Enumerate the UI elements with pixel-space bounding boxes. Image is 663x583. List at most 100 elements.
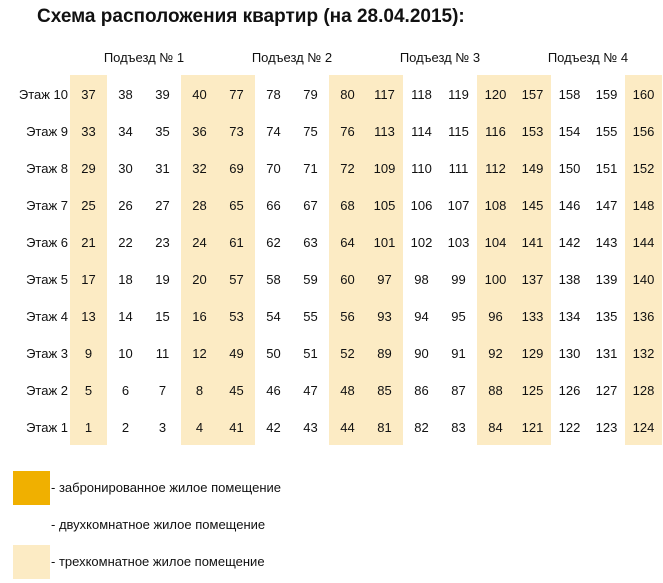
entrance-header: Подъезд № 3 [399, 50, 481, 65]
apartment-cell: 106 [410, 198, 433, 213]
apartment-cell: 92 [488, 346, 503, 361]
floor-label: Этаж 5 [26, 272, 68, 287]
apartment-cell: 19 [155, 272, 170, 287]
apartment-cell: 151 [595, 161, 618, 176]
apartment-cell: 62 [266, 235, 281, 250]
apartment-cell: 36 [192, 124, 207, 139]
apartment-cell: 53 [229, 309, 244, 324]
apartment-cell: 21 [81, 235, 96, 250]
apartment-cell: 14 [118, 309, 133, 324]
apartment-cell: 137 [521, 272, 544, 287]
apartment-cell: 155 [595, 124, 618, 139]
floor-label: Этаж 6 [26, 235, 68, 250]
apartment-cell: 100 [484, 272, 507, 287]
apartment-cell: 80 [340, 87, 355, 102]
apartment-cell: 35 [155, 124, 170, 139]
three-room-column [70, 75, 107, 445]
three-room-column [625, 75, 662, 445]
apartment-cell: 134 [558, 309, 581, 324]
apartment-cell: 65 [229, 198, 244, 213]
apartment-cell: 23 [155, 235, 170, 250]
apartment-cell: 154 [558, 124, 581, 139]
entrance-header: Подъезд № 2 [251, 50, 333, 65]
apartment-cell: 67 [303, 198, 318, 213]
apartment-cell: 78 [266, 87, 281, 102]
apartment-cell: 22 [118, 235, 133, 250]
apartment-cell: 9 [84, 346, 93, 361]
legend-text: - трехкомнатное жилое помещение [51, 554, 265, 569]
apartment-cell: 30 [118, 161, 133, 176]
apartment-cell: 58 [266, 272, 281, 287]
apartment-cell: 26 [118, 198, 133, 213]
entrance-header: Подъезд № 1 [103, 50, 185, 65]
apartment-cell: 3 [158, 420, 167, 435]
apartment-cell: 84 [488, 420, 503, 435]
apartment-cell: 94 [414, 309, 429, 324]
apartment-cell: 73 [229, 124, 244, 139]
floor-label: Этаж 9 [26, 124, 68, 139]
floor-label: Этаж 4 [26, 309, 68, 324]
apartment-cell: 149 [521, 161, 544, 176]
apartment-cell: 60 [340, 272, 355, 287]
apartment-cell: 8 [195, 383, 204, 398]
apartment-cell: 42 [266, 420, 281, 435]
apartment-cell: 74 [266, 124, 281, 139]
apartment-cell: 79 [303, 87, 318, 102]
apartment-cell: 10 [118, 346, 133, 361]
floor-label: Этаж 1 [26, 420, 68, 435]
floor-label: Этаж 3 [26, 346, 68, 361]
apartment-cell: 52 [340, 346, 355, 361]
three-room-column [181, 75, 218, 445]
apartment-cell: 83 [451, 420, 466, 435]
apartment-cell: 32 [192, 161, 207, 176]
apartment-cell: 48 [340, 383, 355, 398]
apartment-cell: 29 [81, 161, 96, 176]
three-room-column [366, 75, 403, 445]
apartment-cell: 25 [81, 198, 96, 213]
apartment-cell: 68 [340, 198, 355, 213]
apartment-cell: 136 [632, 309, 655, 324]
apartment-cell: 54 [266, 309, 281, 324]
apartment-cell: 76 [340, 124, 355, 139]
apartment-cell: 13 [81, 309, 96, 324]
apartment-cell: 114 [411, 124, 432, 139]
floor-label: Этаж 8 [26, 161, 68, 176]
apartment-cell: 147 [595, 198, 618, 213]
apartment-cell: 109 [373, 161, 396, 176]
apartment-cell: 38 [118, 87, 133, 102]
legend-text: - двухкомнатное жилое помещение [51, 517, 266, 532]
apartment-cell: 126 [558, 383, 581, 398]
apartment-cell: 116 [485, 124, 506, 139]
apartment-cell: 69 [229, 161, 244, 176]
apartment-cell: 44 [340, 420, 355, 435]
apartment-cell: 5 [84, 383, 93, 398]
apartment-cell: 145 [521, 198, 544, 213]
apartment-cell: 103 [447, 235, 470, 250]
apartment-cell: 128 [632, 383, 655, 398]
apartment-cell: 46 [266, 383, 281, 398]
apartment-cell: 127 [595, 383, 618, 398]
apartment-cell: 90 [414, 346, 429, 361]
apartment-cell: 20 [192, 272, 207, 287]
apartment-cell: 63 [303, 235, 318, 250]
page-title: Схема расположения квартир (на 28.04.201… [37, 6, 465, 27]
apartment-cell: 28 [192, 198, 207, 213]
entrance-header: Подъезд № 4 [547, 50, 629, 65]
apartment-cell: 31 [155, 161, 170, 176]
apartment-cell: 117 [374, 87, 395, 102]
apartment-cell: 112 [485, 161, 506, 176]
apartment-cell: 72 [340, 161, 355, 176]
apartment-cell: 88 [488, 383, 503, 398]
apartment-cell: 113 [374, 124, 395, 139]
apartment-cell: 138 [558, 272, 581, 287]
apartment-cell: 158 [558, 87, 581, 102]
apartment-cell: 142 [558, 235, 581, 250]
apartment-cell: 66 [266, 198, 281, 213]
apartment-cell: 129 [521, 346, 544, 361]
apartment-cell: 34 [118, 124, 133, 139]
apartment-cell: 150 [558, 161, 581, 176]
legend-swatch [13, 545, 50, 579]
apartment-cell: 24 [192, 235, 207, 250]
apartment-cell: 2 [121, 420, 130, 435]
apartment-cell: 16 [192, 309, 207, 324]
